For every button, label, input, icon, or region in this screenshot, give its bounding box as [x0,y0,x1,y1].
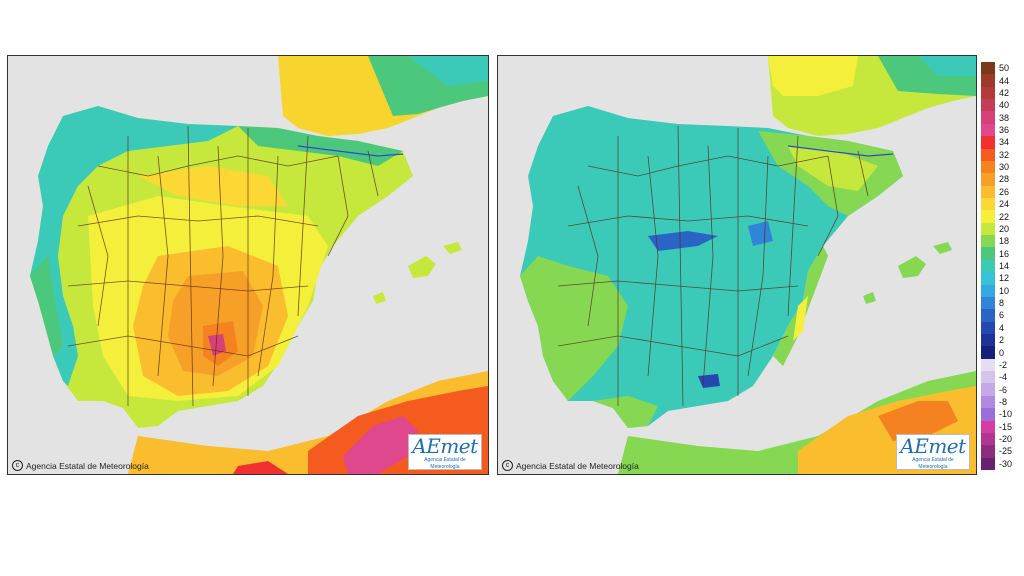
legend-swatch [981,445,995,459]
legend-label: -15 [999,421,1013,432]
legend-label: 14 [999,261,1010,271]
legend-swatch [981,309,995,323]
legend-swatch [981,99,995,112]
legend-swatch [981,136,995,150]
legend-label: 24 [999,199,1010,210]
legend-label: 20 [999,223,1010,234]
legend-label: -2 [999,359,1008,370]
copyright-notice: c Agencia Estatal de Meteorología [12,460,149,471]
legend-label: 50 [999,63,1010,74]
legend-swatch [981,371,995,384]
legend-label: -25 [999,446,1013,457]
temperature-map-right: c Agencia Estatal de Meteorología AEmet … [497,55,977,475]
legend-swatch [981,395,995,409]
legend-swatch [981,420,995,434]
legend-swatch [981,235,995,248]
legend-swatch [981,74,995,88]
copyright-text: Agencia Estatal de Meteorología [26,460,149,471]
legend-label: 34 [999,137,1010,148]
legend-swatch [981,198,995,211]
logo-subtitle: Agencia Estatal de Meteorología [912,457,954,470]
legend-swatch [981,123,995,137]
legend-label: 38 [999,112,1010,123]
legend-label: 44 [999,75,1010,86]
legend-swatch [981,148,995,162]
logo-text: AEmet [900,434,966,458]
temperature-map-left: c Agencia Estatal de Meteorología AEmet … [7,55,489,475]
copyright-icon: c [12,460,23,471]
legend-swatch [981,86,995,100]
legend-label: 12 [999,273,1010,284]
legend-label: 26 [999,186,1010,197]
legend-label: -30 [999,458,1013,469]
legend-label: -10 [999,409,1013,420]
legend-swatch [981,210,995,224]
legend-swatch [981,334,995,347]
legend-swatch [981,111,995,125]
legend-swatch [981,408,995,422]
legend-label: 36 [999,125,1010,135]
legend-swatch [981,383,995,397]
legend-label: 6 [999,310,1005,321]
legend-label: 18 [999,236,1010,247]
legend-label: 0 [999,347,1005,358]
legend-swatch [981,259,995,273]
legend-swatch [981,185,995,199]
aemet-logo: AEmet Agencia Estatal de Meteorología [896,434,970,470]
map-graphic-right [520,56,976,474]
legend-swatch [981,272,995,286]
legend-label: 40 [999,100,1010,111]
legend-swatch [981,284,995,298]
legend-label: 22 [999,211,1010,222]
legend-label: 42 [999,87,1010,98]
legend-swatch [981,321,995,335]
legend-swatch [981,346,995,360]
legend-label: -8 [999,397,1008,407]
legend-label: 8 [999,298,1005,309]
legend-swatch [981,358,995,372]
legend-label: 2 [999,335,1005,346]
logo-text: AEmet [412,434,478,458]
legend-label: -6 [999,384,1008,395]
logo-subtitle: Agencia Estatal de Meteorología [424,457,466,470]
legend-label: 32 [999,149,1010,160]
legend-label: -4 [999,372,1008,383]
legend-swatch [981,222,995,236]
legend-swatch [981,296,995,310]
temperature-color-legend: 50 44 42 40 38 36 34 32 30 28 26 24 22 20 18 16 14 12 10 8 6… [981,62,1021,471]
copyright-text: Agencia Estatal de Meteorología [516,460,639,471]
legend-swatch [981,173,995,187]
legend-swatch [981,160,995,174]
aemet-logo: AEmet Agencia Estatal de Meteorología [408,434,482,470]
legend-swatch [981,457,995,471]
map-graphic-left [30,56,488,474]
legend-label: 28 [999,174,1010,185]
legend-label: 4 [999,322,1005,333]
copyright-notice: c Agencia Estatal de Meteorología [502,460,639,471]
legend-label: 30 [999,162,1010,173]
legend-swatch [981,432,995,446]
copyright-icon: c [502,460,513,471]
legend-label: -20 [999,434,1013,445]
legend-swatch [981,62,995,75]
legend-swatch [981,247,995,261]
legend-label: 16 [999,248,1010,259]
legend-label: 10 [999,285,1010,296]
